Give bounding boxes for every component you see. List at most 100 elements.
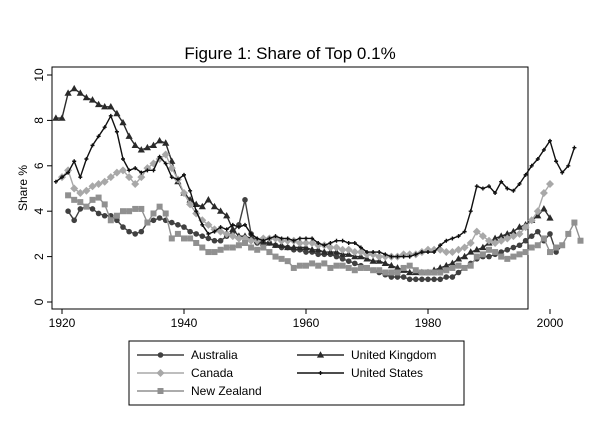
data-point-united-kingdom (442, 261, 450, 269)
data-point-united-kingdom (473, 245, 481, 253)
data-point-australia (315, 251, 322, 258)
data-point-australia (175, 222, 181, 228)
data-point-united-states (194, 209, 199, 214)
data-point-australia (77, 206, 84, 212)
data-point-new-zealand (266, 249, 273, 256)
data-point-united-states (200, 222, 205, 227)
series-line-australia (67, 199, 563, 280)
data-point-united-states (121, 156, 125, 161)
data-point-new-zealand (156, 203, 163, 210)
series-new-zealand (65, 192, 584, 276)
data-point-united-states (218, 225, 223, 230)
data-point-australia (120, 224, 126, 230)
data-point-canada (112, 168, 121, 177)
data-point-united-states (438, 243, 443, 248)
data-point-united-kingdom (497, 232, 505, 239)
data-point-new-zealand (364, 264, 370, 271)
data-point-united-kingdom (381, 259, 389, 267)
data-point-new-zealand (309, 260, 316, 267)
data-point-united-states (572, 145, 577, 150)
data-point-united-states (175, 177, 180, 182)
data-point-united-kingdom (52, 114, 60, 121)
data-point-new-zealand (510, 253, 517, 260)
data-point-new-zealand (260, 244, 267, 251)
data-point-canada (521, 223, 530, 232)
data-point-australia (150, 217, 157, 224)
data-point-australia (138, 228, 145, 235)
data-point-united-states (84, 156, 89, 161)
data-point-united-states (444, 238, 449, 243)
data-point-united-states (261, 238, 266, 243)
data-point-united-kingdom (210, 202, 219, 210)
data-point-united-kingdom (156, 137, 164, 144)
data-point-australia (193, 231, 199, 237)
data-point-united-states (401, 254, 406, 259)
plot-area (52, 84, 584, 283)
data-point-canada (509, 232, 518, 241)
data-point-united-kingdom (467, 248, 475, 255)
data-point-new-zealand (370, 267, 377, 274)
data-point-united-states (243, 222, 247, 227)
data-point-united-states (188, 188, 193, 193)
data-point-united-states (279, 236, 284, 241)
data-point-united-kingdom (76, 89, 84, 96)
data-point-united-kingdom (137, 146, 145, 153)
data-point-canada (375, 252, 384, 261)
data-point-united-kingdom (320, 248, 328, 255)
legend-box (128, 340, 465, 406)
data-point-australia (65, 208, 71, 214)
data-point-new-zealand (553, 244, 560, 251)
data-point-united-states (182, 172, 186, 177)
data-point-canada (454, 245, 463, 254)
data-point-canada (161, 150, 170, 159)
data-point-new-zealand (559, 242, 566, 249)
legend-swatch-marker (157, 352, 164, 358)
data-point-canada (460, 243, 469, 252)
data-point-united-kingdom (540, 205, 548, 212)
data-point-new-zealand (284, 258, 291, 265)
data-point-australia (455, 269, 462, 276)
data-point-united-states (304, 236, 308, 241)
data-point-canada (247, 236, 256, 245)
data-point-australia (400, 274, 407, 280)
data-point-united-states (480, 186, 485, 191)
data-point-new-zealand (138, 205, 145, 212)
data-point-united-kingdom (271, 241, 280, 248)
data-point-united-states (236, 225, 241, 230)
data-point-united-states (474, 184, 479, 189)
data-point-new-zealand (101, 201, 108, 208)
data-point-united-kingdom (82, 93, 90, 101)
data-point-united-states (72, 159, 77, 164)
data-point-new-zealand (449, 264, 456, 271)
data-point-canada (186, 200, 195, 209)
data-point-australia (510, 244, 517, 251)
y-tick-label: 2 (32, 253, 46, 260)
data-point-united-states (517, 181, 522, 186)
data-point-canada (533, 207, 542, 216)
chart-title: Figure 1: Share of Top 0.1% (184, 44, 395, 63)
legend-label: New Zealand (191, 384, 262, 398)
data-point-united-states (377, 250, 382, 255)
data-point-new-zealand (382, 269, 389, 276)
data-point-new-zealand (400, 264, 407, 271)
data-point-new-zealand (321, 260, 328, 267)
data-point-united-states (212, 229, 217, 234)
data-point-canada (332, 243, 341, 252)
data-point-new-zealand (345, 264, 352, 271)
data-point-new-zealand (83, 203, 90, 210)
data-point-australia (425, 276, 431, 283)
data-point-new-zealand (547, 249, 553, 256)
data-point-united-states (224, 227, 229, 232)
data-point-new-zealand (272, 253, 279, 260)
data-point-united-kingdom (217, 207, 225, 214)
data-point-canada (478, 232, 487, 241)
data-point-australia (547, 231, 553, 237)
data-point-australia (333, 253, 340, 260)
data-point-canada (442, 248, 451, 257)
data-point-united-states (163, 161, 168, 166)
data-point-united-states (255, 236, 260, 241)
data-point-united-states (548, 138, 552, 143)
legend-label: United States (351, 366, 423, 380)
data-point-united-states (535, 156, 540, 161)
